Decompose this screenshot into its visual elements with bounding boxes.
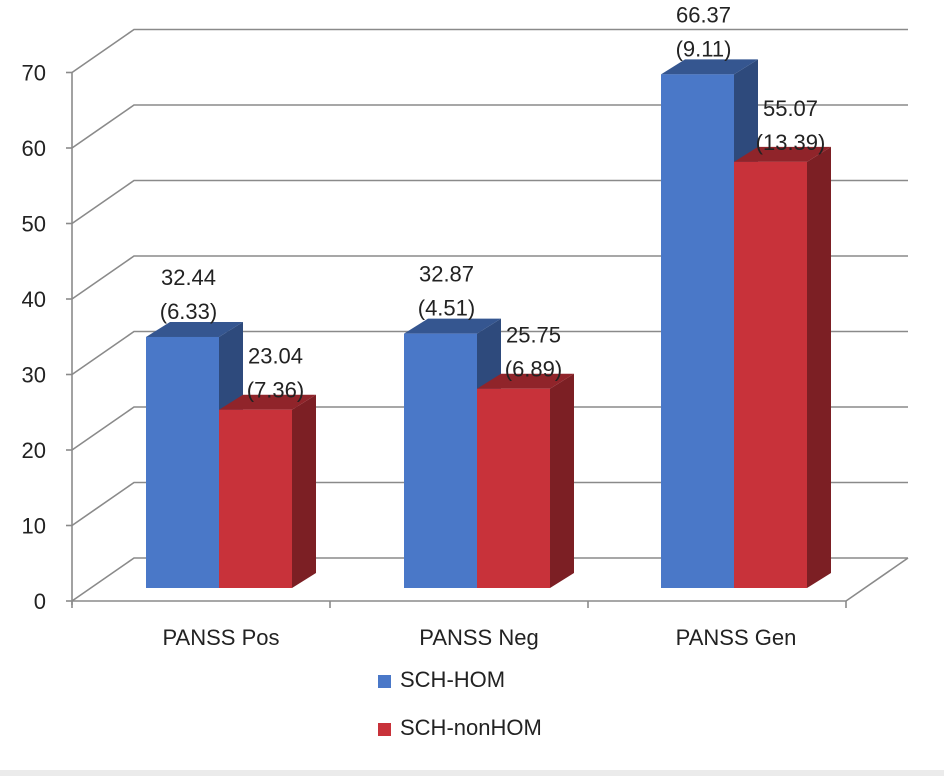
bar-front-face [146,336,219,588]
gridline [71,330,908,376]
data-label-sd: (4.51) [418,296,475,321]
y-tick-label: 60 [22,136,46,161]
gridline [71,481,908,527]
bar-top-face [146,321,243,337]
bar-front-face [661,74,734,589]
data-label-sd: (6.33) [160,299,217,324]
data-label-value: 32.87 [419,262,474,287]
bar-front-face [734,161,807,589]
bar-top-face [734,146,831,162]
y-tick-label: 20 [22,438,46,463]
bar-front-face [404,333,477,588]
gridline [71,406,908,451]
data-labels: 32.44 (6.33) 23.04 (7.36) 32.87 (4.51) 25.75 (6… [160,2,826,402]
x-category-label: PANSS Pos [163,625,280,650]
floor-back-edge [71,557,908,602]
data-label-value: 66.37 [676,2,731,27]
bar-sch-nonhom-1 [477,373,574,588]
legend: SCH-HOM SCH-nonHOM [378,667,542,740]
gridline [71,255,908,300]
bar-side-face [550,373,574,588]
y-tick-label: 50 [22,212,46,237]
data-label-value: 25.75 [506,323,561,348]
gridline [71,104,908,149]
gridlines [71,28,908,602]
legend-label: SCH-HOM [400,667,505,692]
bar-top-face [477,373,574,389]
bar-top-face [661,59,758,75]
data-label-sd: (7.36) [247,378,304,403]
x-category-label: PANSS Neg [419,625,538,650]
gridline [71,179,908,225]
bar-side-face [807,146,831,589]
gridline [71,28,908,74]
data-label-sd: (6.89) [505,357,562,382]
y-tick-label: 0 [34,589,46,614]
data-label-value: 32.44 [161,265,216,290]
axes: 0 10 20 30 40 50 60 70 PANSS Pos PANSS Neg PANSS G… [22,61,909,650]
bottom-border [0,770,944,776]
y-tick-label: 10 [22,514,46,539]
bars [146,59,831,589]
data-label-value: 23.04 [248,344,303,369]
data-label-value: 55.07 [763,96,818,121]
legend-swatch [378,675,391,688]
y-tick-label: 70 [22,61,46,86]
legend-label: SCH-nonHOM [400,715,542,740]
y-tick-label: 40 [22,287,46,312]
bar-top-face [219,394,316,410]
bar-side-face [292,394,316,588]
data-label-sd: (13.39) [756,130,826,155]
legend-swatch [378,723,391,736]
bar-front-face [219,409,292,588]
bar-sch-nonhom-0 [219,394,316,588]
bar-top-face [404,318,501,334]
x-category-label: PANSS Gen [676,625,797,650]
bar-front-face [477,388,550,588]
y-tick-label: 30 [22,363,46,388]
bar-sch-nonhom-2 [734,146,831,589]
data-label-sd: (9.11) [676,36,732,61]
